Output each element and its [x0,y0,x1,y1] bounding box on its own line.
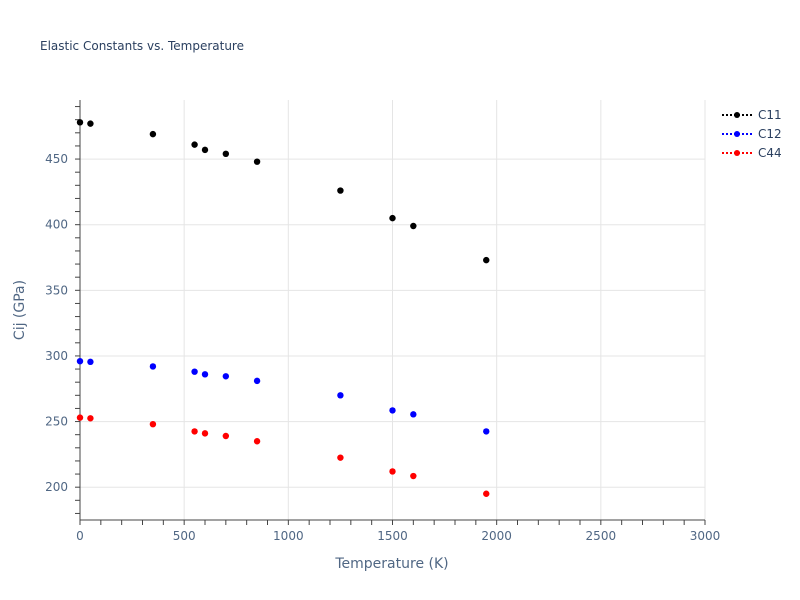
x-tick-label: 1000 [273,529,304,543]
legend-item-c12[interactable]: C12 [722,127,782,141]
x-tick-label: 2000 [481,529,512,543]
data-point [87,358,94,366]
data-point [149,420,157,428]
data-point [191,141,198,148]
data-point [337,392,344,399]
series-c44 [76,414,490,497]
x-axis-label: Temperature (K) [334,556,448,572]
y-tick-label: 200 [45,480,68,494]
data-point [483,490,490,497]
data-point [222,373,230,380]
chart-title: Elastic Constants vs. Temperature [40,39,244,53]
data-point [76,119,84,126]
x-gridlines [183,100,706,520]
legend-marker [734,150,740,156]
legend-label: C12 [758,127,782,141]
data-point [483,256,490,264]
data-point [389,468,396,475]
data-point [337,187,344,194]
series-c12 [76,357,490,435]
data-point [191,428,198,435]
series-c11 [76,119,490,264]
x-tick-label: 500 [173,529,196,543]
y-tick-labels: 200 250 300 350 400 450 [45,152,68,494]
data-point [337,454,344,461]
data-point [149,363,157,370]
data-point [76,357,84,365]
legend-marker [734,131,740,137]
y-tick-label: 250 [45,415,68,429]
x-tick-label: 2500 [586,529,617,543]
x-tick-labels: 0 500 1000 1500 2000 2500 3000 [76,529,720,543]
y-tick-label: 350 [45,283,68,297]
y-gridlines [80,158,705,488]
data-point [201,430,209,437]
data-point [253,377,261,385]
legend-item-c44[interactable]: C44 [722,146,782,160]
data-point [253,158,261,165]
data-point [253,438,261,445]
data-point [410,411,417,418]
data-point [87,120,94,127]
data-point [87,415,94,422]
data-point [483,428,490,435]
data-point [410,472,417,480]
y-tick-label: 450 [45,152,68,166]
x-tick-label: 0 [76,529,84,543]
data-points [76,119,490,497]
y-tick-label: 400 [45,218,68,232]
y-tick-label: 300 [45,349,68,363]
data-point [410,222,417,230]
x-tick-label: 1500 [377,529,408,543]
legend-marker [734,112,740,118]
data-point [76,414,84,421]
data-point [191,368,198,375]
data-point [389,214,396,222]
y-axis-label: Cij (GPa) [12,280,28,340]
x-tick-label: 3000 [690,529,721,543]
minor-ticks [75,106,706,525]
data-point [389,407,396,414]
legend[interactable]: C11 C12 C44 [722,108,782,160]
legend-item-c11[interactable]: C11 [722,108,782,122]
data-point [149,130,157,138]
legend-label: C44 [758,146,782,160]
legend-label: C11 [758,108,782,122]
data-point [222,432,230,440]
data-point [201,146,209,154]
data-point [201,371,209,378]
data-point [222,150,230,158]
